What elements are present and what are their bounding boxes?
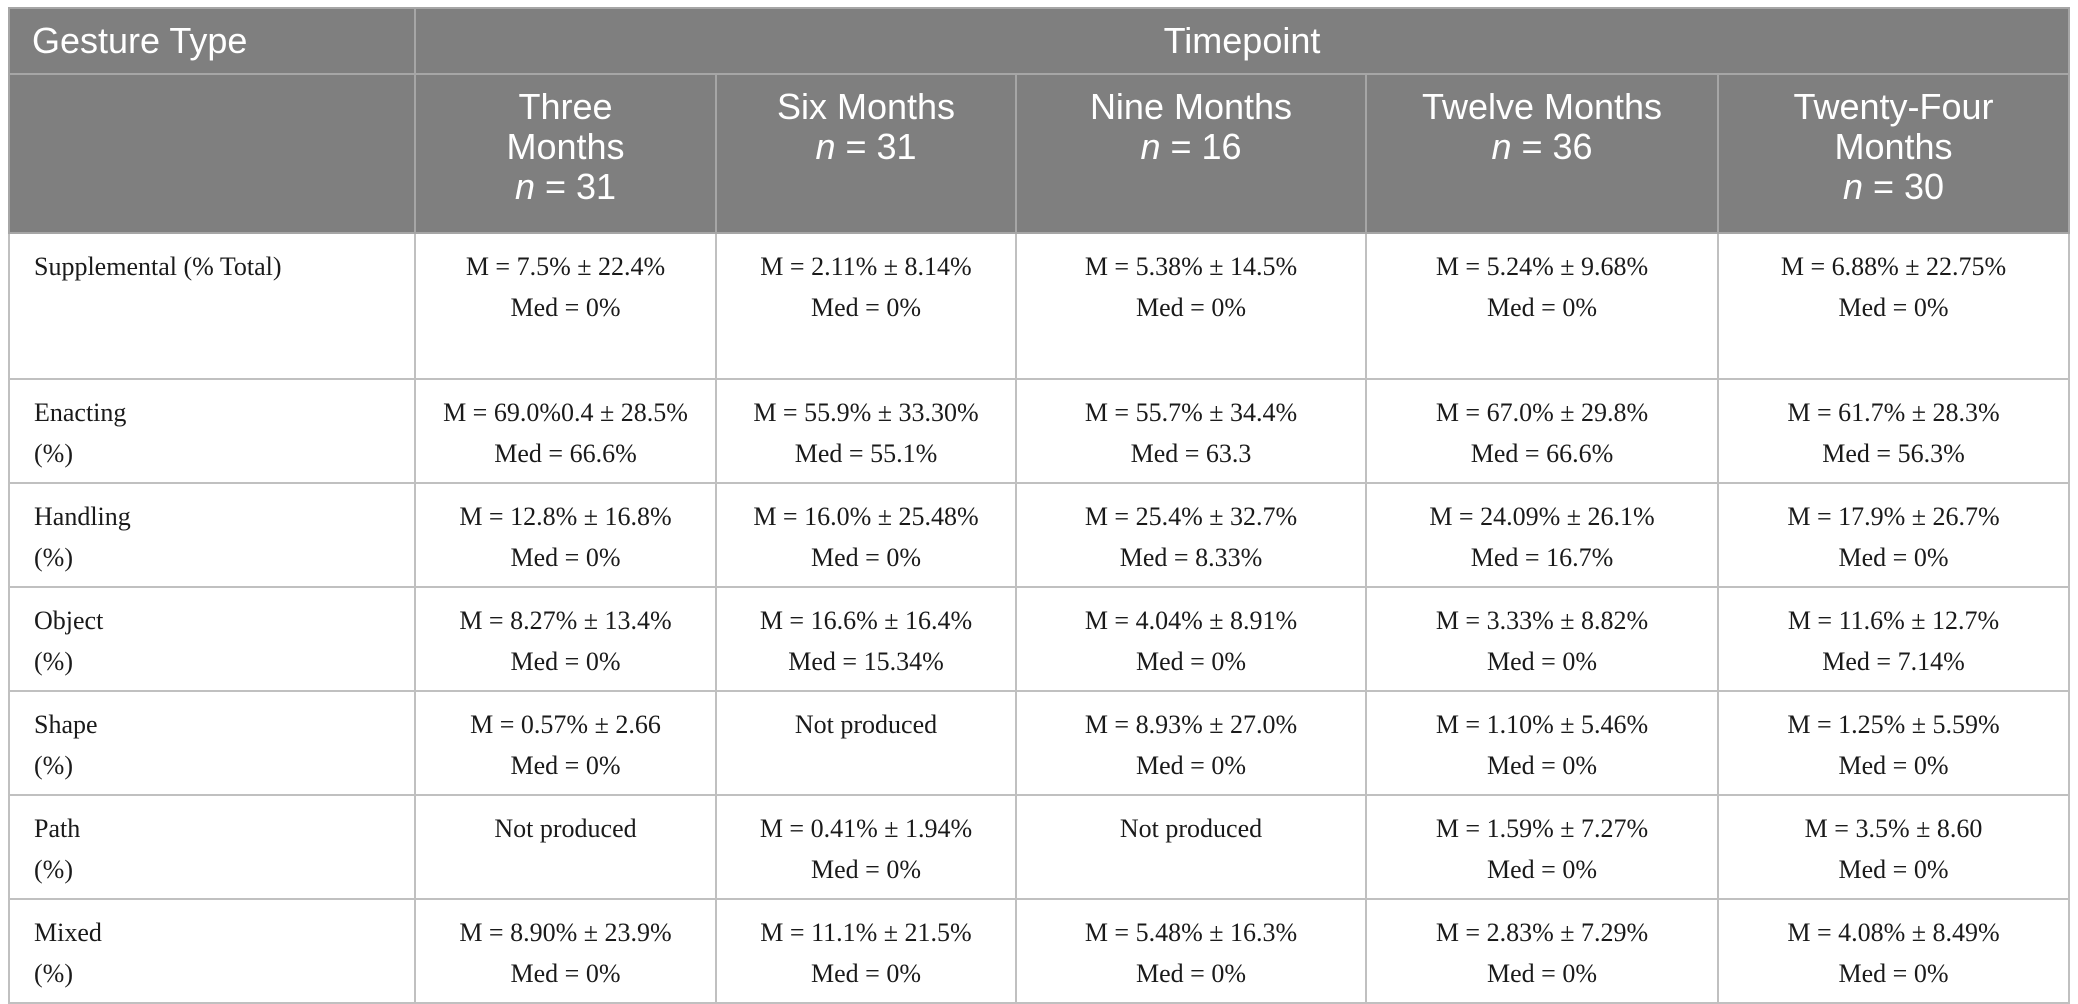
gesture-type-header: Gesture Type [8,7,416,75]
table-cell: M = 8.93% ± 27.0% Med = 0% [1015,690,1367,796]
n-value: = 31 [835,126,917,167]
col-header-line1: Twenty-Four [1793,86,1994,127]
n-symbol: n [514,166,535,207]
table-cell: M = 3.33% ± 8.82% Med = 0% [1365,586,1719,692]
timepoint-header: Timepoint [413,7,2071,75]
gesture-timepoint-table: Gesture Type Timepoint Three Months n = … [8,7,2071,1004]
table-cell: M = 5.24% ± 9.68% Med = 0% [1365,232,1719,380]
col-header-n: n = 31 [718,127,1014,167]
header-row-top: Gesture Type Timepoint [8,7,2071,75]
table-cell: M = 11.1% ± 21.5% Med = 0% [715,898,1017,1004]
table-cell: M = 24.09% ± 26.1% Med = 16.7% [1365,482,1719,588]
table-cell: M = 4.08% ± 8.49% Med = 0% [1716,898,2071,1004]
row-label: Supplemental (% Total) [8,232,416,380]
col-header-line2: Months [1834,126,1953,167]
table-cell: M = 16.6% ± 16.4% Med = 15.34% [715,586,1017,692]
table-cell: M = 2.83% ± 7.29% Med = 0% [1365,898,1719,1004]
table-cell: M = 61.7% ± 28.3% Med = 56.3% [1716,378,2071,484]
table-cell: M = 16.0% ± 25.48% Med = 0% [715,482,1017,588]
table-row: Mixed (%) M = 8.90% ± 23.9% Med = 0% M = 1… [8,898,2071,1004]
table-cell: M = 1.25% ± 5.59% Med = 0% [1716,690,2071,796]
n-value: = 31 [534,166,617,207]
header-row-timepoints: Three Months n = 31 Six Months n = 31 Ni… [8,73,2071,234]
table-cell: M = 12.8% ± 16.8% Med = 0% [414,482,717,588]
table-cell: M = 55.9% ± 33.30% Med = 55.1% [715,378,1017,484]
n-symbol: n [815,126,836,167]
table-cell: M = 17.9% ± 26.7% Med = 0% [1716,482,2071,588]
header-blank-cell [8,73,416,234]
table-cell: M = 5.38% ± 14.5% Med = 0% [1015,232,1367,380]
row-label: Enacting (%) [8,378,416,484]
table-row: Object (%) M = 8.27% ± 13.4% Med = 0% M = … [8,586,2071,692]
table-cell: Not produced [1015,794,1367,900]
table-cell: M = 1.10% ± 5.46% Med = 0% [1365,690,1719,796]
n-symbol: n [1491,126,1512,167]
col-header-three-months: Three Months n = 31 [414,73,717,234]
table-cell: M = 11.6% ± 12.7% Med = 7.14% [1716,586,2071,692]
table-cell: M = 2.11% ± 8.14% Med = 0% [715,232,1017,380]
n-value: = 16 [1160,126,1242,167]
table-cell: M = 0.57% ± 2.66 Med = 0% [414,690,717,796]
table-cell: M = 55.7% ± 34.4% Med = 63.3 [1015,378,1367,484]
table-cell: M = 6.88% ± 22.75% Med = 0% [1716,232,2071,380]
row-label: Shape (%) [8,690,416,796]
n-symbol: n [1140,126,1161,167]
col-header-n: n = 16 [1018,127,1364,167]
col-header-nine-months: Nine Months n = 16 [1015,73,1367,234]
table-cell: M = 3.5% ± 8.60 Med = 0% [1716,794,2071,900]
col-header-twelve-months: Twelve Months n = 36 [1365,73,1719,234]
row-label: Handling (%) [8,482,416,588]
row-label: Mixed (%) [8,898,416,1004]
col-header-line2: Months [506,126,625,167]
col-header-six-months: Six Months n = 31 [715,73,1017,234]
row-label: Path (%) [8,794,416,900]
table-cell: M = 4.04% ± 8.91% Med = 0% [1015,586,1367,692]
table-row: Enacting (%) M = 69.0%0.4 ± 28.5% Med = 66… [8,378,2071,484]
n-value: = 30 [1862,166,1945,207]
table-cell: M = 25.4% ± 32.7% Med = 8.33% [1015,482,1367,588]
table-row: Handling (%) M = 12.8% ± 16.8% Med = 0% M … [8,482,2071,588]
col-header-twenty-four-months: Twenty-Four Months n = 30 [1716,73,2071,234]
col-header-line1: Twelve Months [1421,86,1663,127]
table-cell: M = 8.27% ± 13.4% Med = 0% [414,586,717,692]
n-symbol: n [1842,166,1863,207]
table-cell: M = 1.59% ± 7.27% Med = 0% [1365,794,1719,900]
col-header-n: n = 30 [1720,167,2067,207]
col-header-line1: Six Months [776,86,956,127]
n-value: = 36 [1511,126,1593,167]
col-header-line1: Nine Months [1089,86,1293,127]
table-cell: M = 8.90% ± 23.9% Med = 0% [414,898,717,1004]
table-cell: M = 5.48% ± 16.3% Med = 0% [1015,898,1367,1004]
table-cell: Not produced [715,690,1017,796]
table-cell: M = 0.41% ± 1.94% Med = 0% [715,794,1017,900]
table-cell: M = 7.5% ± 22.4% Med = 0% [414,232,717,380]
col-header-line1: Three [518,86,613,127]
col-header-n: n = 31 [417,167,714,207]
table-row: Path (%) Not produced M = 0.41% ± 1.94% Me… [8,794,2071,900]
table-row: Shape (%) M = 0.57% ± 2.66 Med = 0% Not pr… [8,690,2071,796]
table-cell: M = 67.0% ± 29.8% Med = 66.6% [1365,378,1719,484]
table-cell: M = 69.0%0.4 ± 28.5% Med = 66.6% [414,378,717,484]
col-header-n: n = 36 [1368,127,1716,167]
table-row: Supplemental (% Total) M = 7.5% ± 22.4% M… [8,232,2071,380]
row-label: Object (%) [8,586,416,692]
table-cell: Not produced [414,794,717,900]
